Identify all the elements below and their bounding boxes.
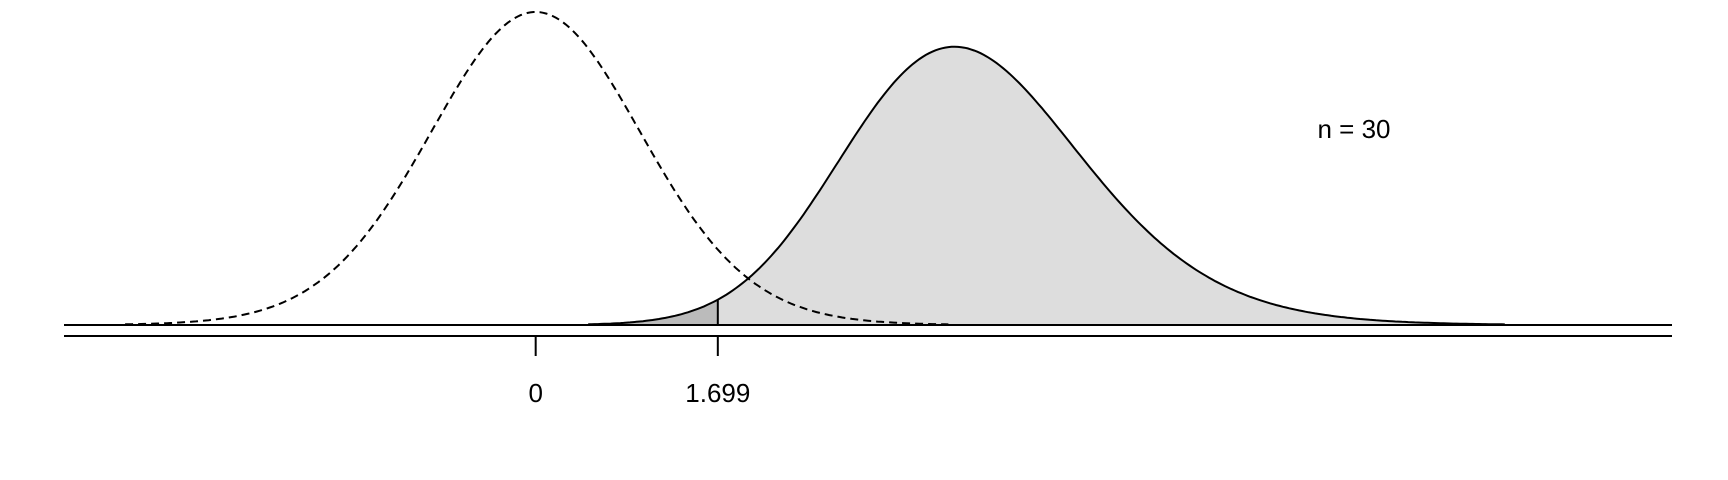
x-tick-label: 0 <box>528 378 542 408</box>
beta-region <box>64 299 718 325</box>
alternative-distribution-curve <box>588 45 1505 326</box>
power-region <box>717 46 1672 325</box>
sample-size-annotation: n = 30 <box>1317 114 1390 144</box>
x-tick-label: 1.699 <box>685 378 750 408</box>
